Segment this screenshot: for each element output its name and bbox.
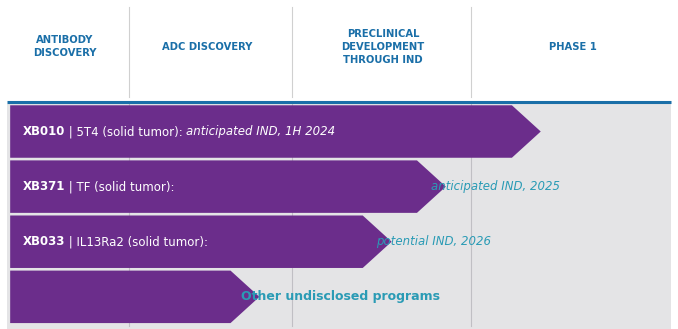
Polygon shape [10,215,392,268]
Text: | 5T4 (solid tumor):: | 5T4 (solid tumor): [64,125,186,138]
Text: anticipated IND, 1H 2024: anticipated IND, 1H 2024 [186,125,336,138]
Text: | TF (solid tumor):: | TF (solid tumor): [64,180,178,193]
Text: Other undisclosed programs: Other undisclosed programs [241,290,440,303]
Text: PHASE 1: PHASE 1 [549,42,597,52]
Polygon shape [10,270,260,323]
Text: XB033: XB033 [22,235,64,248]
Text: PRECLINICAL
DEVELOPMENT
THROUGH IND: PRECLINICAL DEVELOPMENT THROUGH IND [342,29,424,65]
Text: potential IND, 2026: potential IND, 2026 [376,235,492,248]
Text: anticipated IND, 2025: anticipated IND, 2025 [431,180,559,193]
Text: ADC DISCOVERY: ADC DISCOVERY [161,42,252,52]
FancyBboxPatch shape [7,104,671,329]
Text: XB010: XB010 [22,125,64,138]
Polygon shape [10,105,541,158]
Polygon shape [10,160,446,213]
Text: XB371: XB371 [22,180,64,193]
Text: | IL13Ra2 (solid tumor):: | IL13Ra2 (solid tumor): [64,235,212,248]
Text: ANTIBODY
DISCOVERY: ANTIBODY DISCOVERY [33,36,96,58]
